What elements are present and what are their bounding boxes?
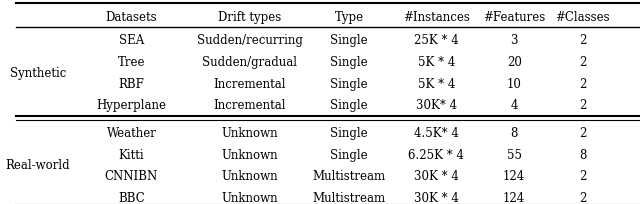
Text: Single: Single xyxy=(330,34,368,48)
Text: Single: Single xyxy=(330,149,368,162)
Text: RBF: RBF xyxy=(118,78,145,91)
Text: 2: 2 xyxy=(579,192,586,204)
Text: CNNIBN: CNNIBN xyxy=(105,170,158,183)
Text: 2: 2 xyxy=(579,78,586,91)
Text: Unknown: Unknown xyxy=(221,149,278,162)
Text: 2: 2 xyxy=(579,170,586,183)
Text: #Features: #Features xyxy=(483,11,545,24)
Text: 3: 3 xyxy=(511,34,518,48)
Text: 10: 10 xyxy=(507,78,522,91)
Text: Unknown: Unknown xyxy=(221,192,278,204)
Text: Single: Single xyxy=(330,127,368,140)
Text: Unknown: Unknown xyxy=(221,170,278,183)
Text: Weather: Weather xyxy=(106,127,156,140)
Text: 124: 124 xyxy=(503,192,525,204)
Text: 5K * 4: 5K * 4 xyxy=(418,56,455,69)
Text: Hyperplane: Hyperplane xyxy=(97,99,166,112)
Text: 2: 2 xyxy=(579,56,586,69)
Text: 8: 8 xyxy=(511,127,518,140)
Text: SEA: SEA xyxy=(119,34,144,48)
Text: Type: Type xyxy=(335,11,364,24)
Text: 25K * 4: 25K * 4 xyxy=(414,34,459,48)
Text: 30K* 4: 30K* 4 xyxy=(416,99,457,112)
Text: Unknown: Unknown xyxy=(221,127,278,140)
Text: Incremental: Incremental xyxy=(214,78,286,91)
Text: Synthetic: Synthetic xyxy=(10,67,67,80)
Text: 30K * 4: 30K * 4 xyxy=(414,192,459,204)
Text: Single: Single xyxy=(330,78,368,91)
Text: Incremental: Incremental xyxy=(214,99,286,112)
Text: Single: Single xyxy=(330,56,368,69)
Text: 6.25K * 4: 6.25K * 4 xyxy=(408,149,465,162)
Text: Multistream: Multistream xyxy=(313,170,386,183)
Text: 55: 55 xyxy=(507,149,522,162)
Text: Real-world: Real-world xyxy=(6,159,70,172)
Text: 5K * 4: 5K * 4 xyxy=(418,78,455,91)
Text: Datasets: Datasets xyxy=(106,11,157,24)
Text: 2: 2 xyxy=(579,34,586,48)
Text: Sudden/gradual: Sudden/gradual xyxy=(202,56,297,69)
Text: BBC: BBC xyxy=(118,192,145,204)
Text: 4: 4 xyxy=(511,99,518,112)
Text: 2: 2 xyxy=(579,127,586,140)
Text: Multistream: Multistream xyxy=(313,192,386,204)
Text: 20: 20 xyxy=(507,56,522,69)
Text: 4.5K* 4: 4.5K* 4 xyxy=(414,127,459,140)
Text: Tree: Tree xyxy=(118,56,145,69)
Text: 124: 124 xyxy=(503,170,525,183)
Text: 2: 2 xyxy=(579,99,586,112)
Text: #Classes: #Classes xyxy=(556,11,610,24)
Text: Sudden/recurring: Sudden/recurring xyxy=(196,34,303,48)
Text: 30K * 4: 30K * 4 xyxy=(414,170,459,183)
Text: Kitti: Kitti xyxy=(118,149,144,162)
Text: #Instances: #Instances xyxy=(403,11,470,24)
Text: Single: Single xyxy=(330,99,368,112)
Text: 8: 8 xyxy=(579,149,586,162)
Text: Drift types: Drift types xyxy=(218,11,282,24)
